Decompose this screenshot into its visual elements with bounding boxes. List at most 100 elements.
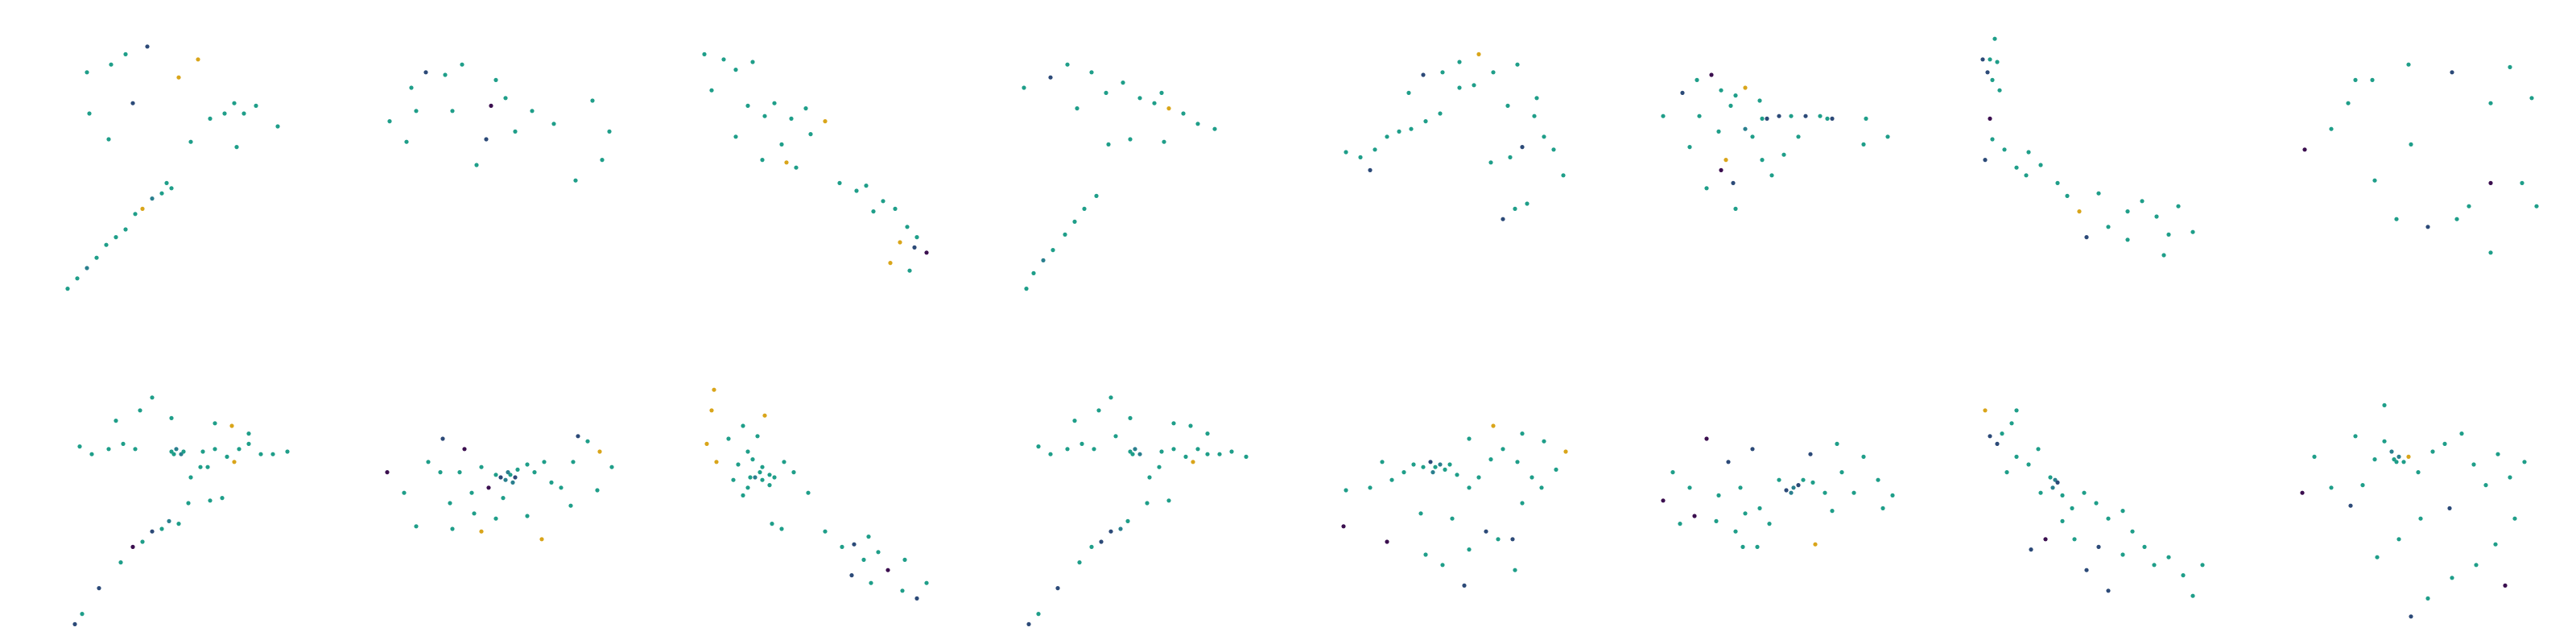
data-point xyxy=(726,436,731,441)
data-point xyxy=(1217,452,1222,456)
data-point xyxy=(1801,477,1806,482)
data-point xyxy=(755,434,760,439)
scatter-panel-r1c3 xyxy=(702,52,929,273)
data-point xyxy=(2060,518,2065,524)
data-point xyxy=(1171,447,1176,452)
data-point xyxy=(1171,421,1176,426)
data-point xyxy=(1983,158,1988,163)
data-point xyxy=(75,276,80,281)
data-point xyxy=(2084,568,2089,572)
data-point xyxy=(1678,522,1682,526)
scatter-panel-r2c6 xyxy=(1661,436,1895,550)
data-point xyxy=(1534,96,1539,101)
data-point xyxy=(1796,134,1801,139)
data-point xyxy=(779,142,784,147)
data-point xyxy=(823,119,828,124)
data-point xyxy=(2077,209,2082,214)
data-point xyxy=(246,431,251,436)
data-point xyxy=(1467,547,1472,552)
data-point xyxy=(1510,537,1515,542)
data-point xyxy=(779,526,784,531)
data-point xyxy=(150,529,155,534)
data-point xyxy=(2488,180,2493,185)
data-point xyxy=(2152,563,2157,568)
data-point xyxy=(2140,199,2145,204)
data-point xyxy=(924,250,929,255)
data-point xyxy=(414,109,419,114)
data-point xyxy=(169,415,174,421)
data-point xyxy=(65,287,70,291)
data-point xyxy=(2406,454,2411,460)
data-point xyxy=(2409,614,2413,619)
data-point xyxy=(1440,70,1445,75)
data-point xyxy=(1508,155,1513,159)
data-point xyxy=(1520,431,1525,436)
data-point xyxy=(85,266,89,270)
data-point xyxy=(762,114,767,118)
data-point xyxy=(1726,460,1731,464)
data-point xyxy=(794,165,799,170)
data-point xyxy=(1402,470,1406,475)
data-point xyxy=(782,460,786,464)
data-point xyxy=(515,467,520,473)
data-point xyxy=(2130,529,2135,534)
data-point xyxy=(2120,509,2125,514)
data-point xyxy=(1022,85,1026,90)
data-point xyxy=(823,529,828,534)
data-point xyxy=(2106,588,2111,593)
data-point xyxy=(1755,544,1760,550)
data-point xyxy=(1542,134,1546,139)
data-point xyxy=(1166,498,1171,503)
data-point xyxy=(1992,36,1997,41)
data-point xyxy=(2125,209,2130,214)
data-point xyxy=(1455,473,1459,477)
data-point xyxy=(2483,483,2488,488)
data-point xyxy=(1491,423,1496,428)
data-point xyxy=(1890,493,1895,498)
data-point xyxy=(1823,490,1827,495)
scatter-panel-r2c1 xyxy=(72,395,290,627)
data-point xyxy=(2370,77,2375,82)
data-point xyxy=(1368,485,1373,490)
data-point xyxy=(118,560,123,565)
data-point xyxy=(438,470,443,475)
data-point xyxy=(1385,539,1389,544)
data-point xyxy=(1719,88,1724,93)
data-point xyxy=(1525,201,1530,206)
data-point xyxy=(770,522,774,526)
data-point xyxy=(1777,114,1781,118)
data-point xyxy=(2389,449,2394,454)
data-point xyxy=(1411,462,1416,467)
data-point xyxy=(479,529,484,534)
data-point xyxy=(208,498,213,503)
data-point xyxy=(176,75,181,80)
data-point xyxy=(1554,467,1558,473)
data-point xyxy=(1743,126,1748,131)
data-point xyxy=(2382,439,2387,444)
data-point xyxy=(2375,555,2380,559)
data-point xyxy=(1501,217,1505,221)
scatter-panel-r2c3 xyxy=(704,387,929,601)
data-point xyxy=(474,163,479,167)
data-point xyxy=(1743,511,1748,516)
data-point xyxy=(1128,137,1133,142)
data-point xyxy=(2508,475,2512,480)
data-point xyxy=(1024,287,1029,291)
data-point xyxy=(2534,204,2539,208)
data-point xyxy=(493,516,498,521)
data-point xyxy=(2125,237,2130,242)
data-point xyxy=(409,85,414,90)
data-point xyxy=(486,485,491,490)
data-point xyxy=(385,470,390,475)
data-point xyxy=(1457,60,1462,64)
data-point xyxy=(220,496,225,501)
data-point xyxy=(791,470,796,475)
data-point xyxy=(169,186,174,191)
data-point xyxy=(2450,70,2454,75)
data-point xyxy=(489,103,493,108)
data-point xyxy=(1830,509,1835,514)
data-point xyxy=(568,503,573,508)
data-point xyxy=(1551,147,1556,152)
data-point xyxy=(2065,193,2070,198)
data-point xyxy=(784,160,789,165)
